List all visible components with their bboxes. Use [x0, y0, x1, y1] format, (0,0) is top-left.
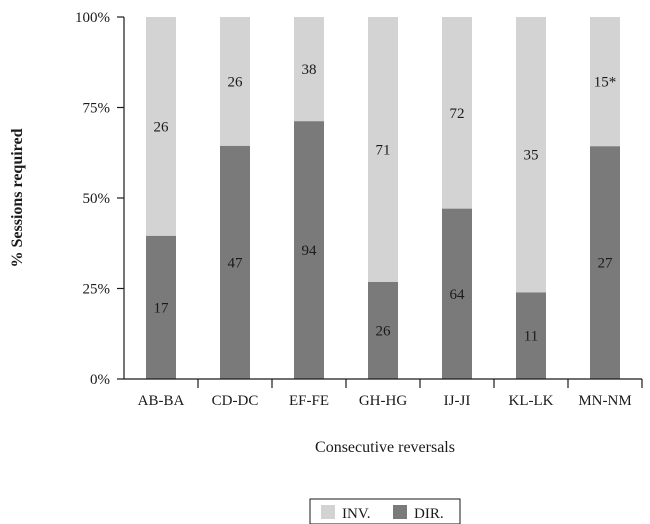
bar-inv	[442, 17, 472, 209]
bar-dir	[220, 145, 250, 379]
legend-swatch	[393, 505, 407, 519]
bar-dir	[368, 281, 398, 379]
data-label-dir: 11	[524, 329, 538, 345]
bar-inv	[146, 17, 176, 236]
bars-layer	[146, 17, 620, 379]
bar-inv	[516, 17, 546, 293]
data-label-inv: 15*	[594, 75, 617, 91]
x-tick-label: AB-BA	[138, 393, 185, 409]
bar-dir	[590, 146, 620, 379]
y-axis-ticks: 0% 25% 50% 75% 100%	[75, 10, 124, 388]
data-label-dir: 27	[598, 256, 614, 272]
y-axis-title: % Sessions required	[9, 128, 26, 267]
bar-inv	[220, 17, 250, 146]
data-labels: 17 26 47 26 94 38 26 71 64 72 11 35 27 15*	[154, 62, 617, 345]
bar-inv	[294, 17, 324, 122]
data-label-dir: 17	[154, 300, 170, 316]
y-tick-label: 100%	[75, 10, 110, 26]
bar-dir	[516, 292, 546, 379]
data-label-inv: 26	[228, 74, 244, 90]
bar-dir	[294, 121, 324, 379]
x-axis-ticks: AB-BA CD-DC EF-FE GH-HG IJ-JI KL-LK MN-NM	[138, 379, 643, 409]
x-tick-label: MN-NM	[578, 393, 631, 409]
legend: INV. DIR.	[309, 498, 461, 524]
x-tick-label: GH-HG	[359, 393, 407, 409]
legend-swatch	[321, 505, 335, 519]
x-tick-label: IJ-JI	[444, 393, 471, 409]
data-label-dir: 94	[302, 243, 318, 259]
bar-inv	[368, 17, 398, 282]
x-axis-title: Consecutive reversals	[315, 439, 455, 456]
bar-inv	[590, 17, 620, 147]
data-label-inv: 38	[302, 62, 317, 78]
bar-dir	[442, 208, 472, 379]
x-tick-label: CD-DC	[212, 393, 259, 409]
x-tick-label: KL-LK	[509, 393, 554, 409]
data-label-dir: 64	[450, 287, 466, 303]
y-tick-label: 75%	[83, 101, 111, 117]
x-tick-label: EF-FE	[289, 393, 329, 409]
data-label-inv: 26	[154, 119, 170, 135]
y-tick-label: 0%	[90, 372, 110, 388]
data-label-dir: 47	[228, 255, 244, 271]
legend-label: DIR.	[414, 506, 444, 522]
data-label-inv: 35	[524, 148, 539, 164]
legend-label: INV.	[342, 506, 370, 522]
bar-dir	[146, 235, 176, 379]
y-tick-label: 25%	[83, 282, 111, 298]
data-label-dir: 26	[376, 323, 392, 339]
plot-area: 0% 25% 50% 75% 100% AB-BA CD-DC EF-FE GH-HG IJ-J…	[75, 10, 643, 409]
data-label-inv: 71	[376, 142, 391, 158]
data-label-inv: 72	[450, 106, 465, 122]
y-tick-label: 50%	[83, 191, 111, 207]
